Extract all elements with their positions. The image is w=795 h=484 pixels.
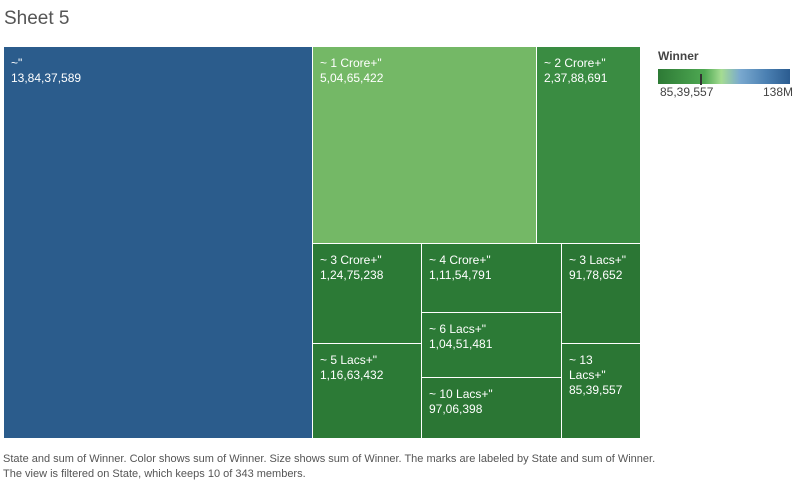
cell-state-label: ~" xyxy=(11,56,23,70)
cell-state-label: ~ 6 Lacs+" xyxy=(429,322,486,336)
treemap-cell[interactable]: ~ 4 Crore+" 1,11,54,791 xyxy=(422,244,562,313)
treemap-cell[interactable]: ~ 1 Crore+" 5,04,65,422 xyxy=(313,47,537,244)
cell-value-label: 1,16,63,432 xyxy=(320,368,384,382)
cell-value-label: 91,78,652 xyxy=(569,268,623,282)
cell-value-label: 1,24,75,238 xyxy=(320,268,384,282)
legend-title: Winner xyxy=(658,49,699,63)
cell-state-label: ~ 3 Lacs+" xyxy=(569,253,626,267)
legend-min-label: 85,39,557 xyxy=(660,85,714,99)
color-legend: Winner 85,39,557 138M xyxy=(658,49,793,99)
legend-color-ramp[interactable] xyxy=(658,69,790,85)
treemap-cell[interactable]: ~ 13 Lacs+" 85,39,557 xyxy=(562,344,641,439)
cell-state-label: ~ 5 Lacs+" xyxy=(320,353,377,367)
treemap-cell[interactable]: ~ 10 Lacs+" 97,06,398 xyxy=(422,378,562,439)
cell-value-label: 1,11,54,791 xyxy=(429,268,492,282)
chart-caption: State and sum of Winner. Color shows sum… xyxy=(3,453,656,480)
cell-value-label: 13,84,37,589 xyxy=(11,71,82,85)
cell-value-label: 97,06,398 xyxy=(429,402,483,416)
legend-marker xyxy=(700,74,702,85)
treemap-cell[interactable]: ~ 6 Lacs+" 1,04,51,481 xyxy=(422,313,562,378)
treemap-cell[interactable]: ~ 3 Crore+" 1,24,75,238 xyxy=(313,244,422,344)
treemap-cell[interactable]: ~" 13,84,37,589 xyxy=(4,47,313,439)
cell-state-label: ~ 1 Crore+" xyxy=(320,56,382,70)
legend-max-label: 138M xyxy=(762,85,793,99)
cell-value-label: 1,04,51,481 xyxy=(429,337,493,351)
treemap-cell[interactable]: ~ 5 Lacs+" 1,16,63,432 xyxy=(313,344,422,439)
cell-state-label: ~ 2 Crore+" xyxy=(544,56,606,70)
treemap-cell[interactable]: ~ 3 Lacs+" 91,78,652 xyxy=(562,244,641,344)
cell-value-label: 85,39,557 xyxy=(569,383,623,397)
cell-state-label: ~ 13 Lacs+" xyxy=(569,353,606,382)
sheet-title: Sheet 5 xyxy=(4,8,70,29)
treemap-chart: ~" 13,84,37,589 ~ 1 Crore+" 5,04,65,422 ~ 2 … xyxy=(4,47,641,439)
cell-value-label: 5,04,65,422 xyxy=(320,71,384,85)
cell-state-label: ~ 3 Crore+" xyxy=(320,253,382,267)
cell-state-label: ~ 10 Lacs+" xyxy=(429,387,493,401)
cell-state-label: ~ 4 Crore+" xyxy=(429,253,491,267)
treemap-cell[interactable]: ~ 2 Crore+" 2,37,88,691 xyxy=(537,47,641,244)
cell-value-label: 2,37,88,691 xyxy=(544,71,608,85)
